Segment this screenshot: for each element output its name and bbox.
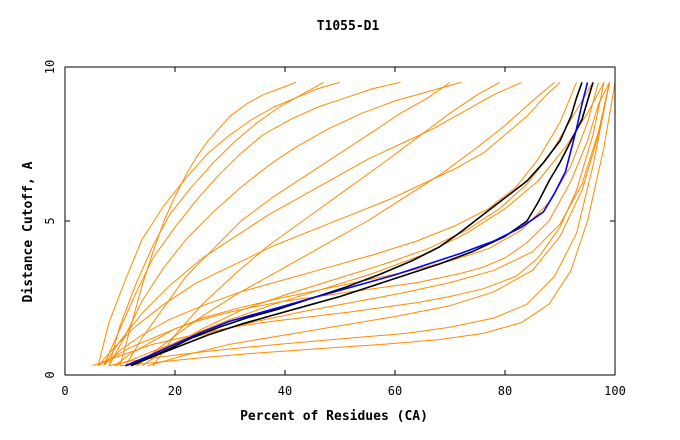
series-line-model-orange-16 [141,82,594,367]
series-line-model-orange-7 [97,82,561,367]
series-line-model-blue [125,82,589,367]
series-line-model-orange-19 [114,82,610,367]
y-tick-label: 5 [43,217,57,224]
series-line-model-orange-8 [103,81,522,367]
series-line-model-orange-13 [125,81,451,367]
series-line-model-orange-18 [152,81,500,367]
series-line-model-orange-14 [130,82,605,367]
series-line-model-orange-4 [119,82,616,367]
ticks-layer: 0 20 40 60 80 100 0 5 10 [43,60,626,398]
series-layer [92,81,616,367]
x-axis-label: Percent of Residues (CA) [240,409,428,424]
x-tick-label: 0 [61,384,68,398]
series-line-model-orange-3 [108,82,610,367]
y-axis-label: Distance Cutoff, A [21,161,36,302]
x-tick-label: 60 [388,384,402,398]
chart-title: T1055-D1 [317,19,380,34]
series-line-model-orange-12 [119,81,297,366]
series-line-model-black-2 [130,82,594,367]
series-line-model-black-1 [125,82,583,367]
x-tick-label: 80 [498,384,512,398]
x-tick-label: 40 [278,384,292,398]
x-tick-label: 100 [604,384,626,398]
series-line-model-orange-6 [103,82,577,367]
series-line-model-orange-17 [136,82,555,367]
y-tick-label: 0 [43,371,57,378]
series-line-model-orange-9 [108,81,462,367]
series-line-model-orange-1 [97,82,610,367]
y-tick-label: 10 [43,60,57,74]
series-line-model-orange-10 [103,81,401,367]
series-line-model-orange-15 [147,82,610,367]
plot-frame [64,66,616,376]
series-line-model-orange-20 [108,81,324,366]
x-tick-label: 20 [168,384,182,398]
series-line-model-orange-2 [92,82,605,367]
